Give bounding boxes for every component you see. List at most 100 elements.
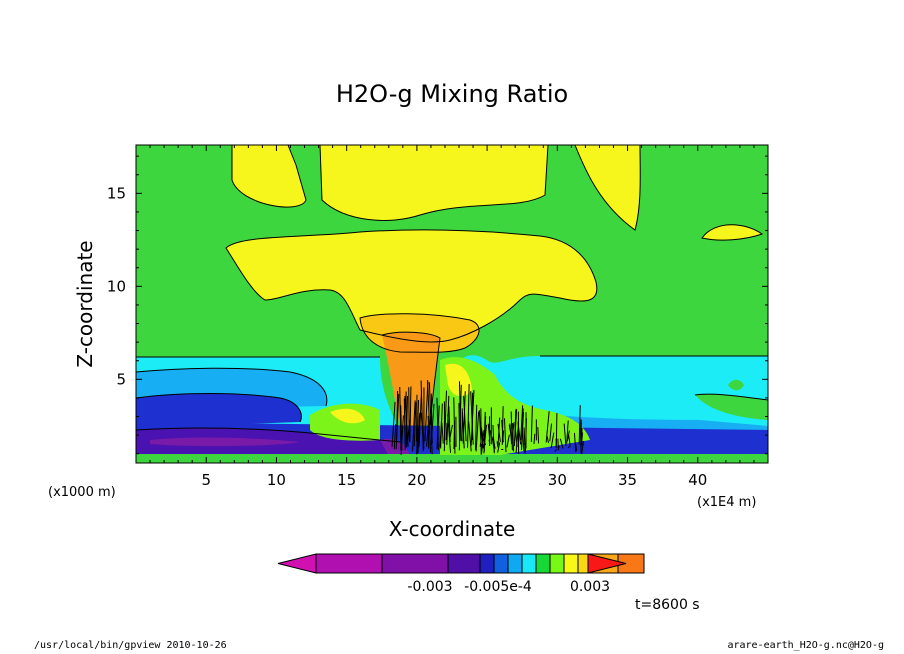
x-axis-label: X-coordinate — [389, 517, 516, 541]
hatch-line — [391, 401, 396, 447]
hatch-line — [412, 400, 416, 452]
hatch-line — [427, 380, 432, 453]
hatch-line — [446, 395, 450, 445]
hatch-line — [523, 427, 526, 454]
hatch-line — [468, 421, 472, 452]
y-tick-label: 5 — [116, 370, 126, 388]
hatch-line — [530, 405, 533, 442]
colorbar-tick-label: -0.005e-4 — [464, 579, 532, 595]
hatch-line — [520, 405, 524, 441]
hatch-line — [463, 395, 467, 442]
x-tick-label: 15 — [337, 471, 356, 489]
y-axis-label: Z-coordinate — [73, 240, 97, 367]
colorbar-swatch — [521, 553, 537, 574]
hatch-line — [581, 432, 584, 446]
hatch-line — [497, 442, 501, 453]
yellow-anvil — [226, 229, 597, 342]
hatch-line — [557, 438, 559, 451]
footer-command: /usr/local/bin/gpview 2010-10-26 — [34, 640, 227, 651]
hatch-line — [546, 436, 549, 444]
hatch-line — [581, 443, 585, 446]
hatch-line — [458, 402, 461, 442]
time-label: t=8600 s — [635, 597, 700, 613]
hatch-line — [393, 423, 397, 450]
x-axis-ticks: 5 10 15 20 25 30 35 40 — [149, 145, 755, 489]
hatch-line — [462, 391, 466, 444]
hatch-line — [549, 423, 553, 442]
hatch-line — [416, 412, 421, 453]
hatch-line — [502, 430, 505, 442]
colorbar-swatch — [563, 553, 579, 574]
hatch-line — [566, 420, 569, 444]
hatch-line — [512, 423, 514, 452]
colorbar: -0.003 -0.005e-4 0.003 — [277, 553, 645, 595]
plot-frame — [135, 144, 769, 464]
hatch-line — [475, 411, 480, 452]
colorbar-swatch — [315, 553, 383, 574]
hatch-line — [496, 441, 499, 448]
footer-source: arare-earth_H2O-g.nc@H2O-g — [727, 640, 884, 651]
y-tick-label: 10 — [107, 277, 126, 295]
hatch-line — [545, 411, 550, 443]
colorbar-tick-label: -0.003 — [407, 579, 452, 595]
hatch-line — [550, 432, 555, 449]
x-tick-label: 40 — [688, 471, 707, 489]
hatch-line — [445, 423, 448, 441]
hatch-line — [400, 415, 404, 455]
hatch-line — [510, 411, 513, 451]
hatch-line — [440, 403, 443, 449]
hatch-line — [413, 402, 417, 447]
x-tick-label: 30 — [548, 471, 567, 489]
x-tick-label: 35 — [618, 471, 637, 489]
hatch-line — [537, 427, 540, 444]
hatch-line — [420, 380, 424, 452]
hatch-line — [501, 406, 504, 445]
colorbar-swatch — [479, 553, 495, 574]
chart-title: H2O-g Mixing Ratio — [336, 80, 568, 108]
hatch-line — [554, 448, 557, 452]
hatch-line — [474, 404, 478, 451]
colorbar-arrow-left — [277, 553, 317, 574]
hatch-line — [436, 397, 439, 451]
convective-region — [310, 357, 590, 455]
hatch-line — [396, 391, 399, 442]
x-tick-label: 25 — [478, 471, 497, 489]
hatch-line — [524, 418, 527, 452]
hatch-line — [567, 445, 571, 449]
hatch-line — [424, 381, 429, 442]
contour-lines — [136, 145, 768, 443]
hatch-line — [559, 438, 564, 449]
hatch-line — [568, 435, 571, 446]
colorbar-arrow-right — [587, 553, 627, 574]
hatch-line — [467, 384, 470, 448]
hatch-line — [480, 429, 484, 441]
hatch-line — [478, 410, 483, 455]
hatch-line — [403, 398, 406, 451]
colorbar-swatch — [549, 553, 565, 574]
hatch-line — [563, 423, 567, 446]
yellow-blob-right — [702, 224, 762, 241]
hatch-line — [399, 386, 402, 451]
hatch-line — [575, 443, 578, 452]
hatch-line — [579, 418, 582, 454]
hatch-line — [481, 429, 485, 454]
colorbar-swatch — [381, 553, 449, 574]
colorbar-swatch — [447, 553, 481, 574]
colorbar-swatch — [535, 553, 551, 574]
hatch-line — [483, 416, 487, 452]
hatch-line — [408, 387, 410, 442]
surface-strip — [136, 454, 768, 463]
hatch-line — [581, 440, 584, 455]
orange-column — [382, 332, 440, 428]
y-tick-label: 15 — [107, 184, 126, 202]
hatch-line — [416, 399, 420, 455]
hatch-line — [418, 390, 423, 447]
hatch-line — [573, 432, 577, 452]
hatch-line — [409, 386, 412, 443]
colorbar-swatch — [493, 553, 509, 574]
hatch-line — [449, 424, 453, 441]
hatch-line — [580, 428, 583, 441]
hatch-line — [470, 391, 474, 445]
hatch-line — [506, 434, 510, 448]
hatch-line — [520, 411, 524, 451]
